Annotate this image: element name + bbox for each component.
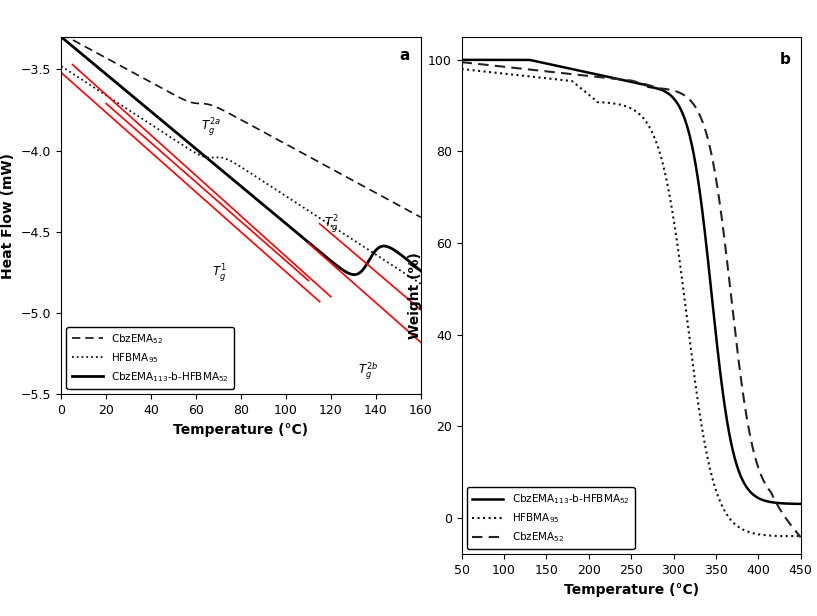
CbzEMA$_{52}$ bbox=[495, 63, 505, 70]
CbzEMA$_{113}$-b-HFBMA$_{52}$ bbox=[231, 179, 241, 186]
HFBMA$_{95}$ bbox=[74, 75, 84, 82]
HFBMA$_{95}$ bbox=[775, 532, 785, 540]
Legend: CbzEMA$_{52}$, HFBMA$_{95}$, CbzEMA$_{113}$-b-HFBMA$_{52}$: CbzEMA$_{52}$, HFBMA$_{95}$, CbzEMA$_{11… bbox=[66, 327, 234, 389]
HFBMA$_{95}$ bbox=[56, 62, 66, 70]
HFBMA$_{95}$ bbox=[416, 280, 426, 288]
CbzEMA$_{113}$-b-HFBMA$_{52}$ bbox=[495, 56, 505, 63]
CbzEMA$_{52}$ bbox=[405, 208, 415, 215]
HFBMA$_{95}$ bbox=[601, 99, 611, 107]
Line: HFBMA$_{95}$: HFBMA$_{95}$ bbox=[462, 69, 801, 536]
CbzEMA$_{52}$ bbox=[796, 533, 806, 541]
CbzEMA$_{52}$ bbox=[789, 525, 799, 533]
CbzEMA$_{113}$-b-HFBMA$_{52}$ bbox=[405, 259, 415, 266]
CbzEMA$_{52}$ bbox=[516, 65, 525, 72]
Line: CbzEMA$_{52}$: CbzEMA$_{52}$ bbox=[61, 34, 421, 217]
CbzEMA$_{52}$ bbox=[56, 30, 66, 38]
Text: $T_g^{2b}$: $T_g^{2b}$ bbox=[358, 361, 378, 383]
CbzEMA$_{52}$ bbox=[416, 214, 426, 221]
HFBMA$_{95}$ bbox=[587, 93, 596, 100]
CbzEMA$_{52}$ bbox=[221, 108, 231, 116]
CbzEMA$_{113}$-b-HFBMA$_{52}$ bbox=[339, 267, 349, 275]
Line: CbzEMA$_{113}$-b-HFBMA$_{52}$: CbzEMA$_{113}$-b-HFBMA$_{52}$ bbox=[462, 60, 801, 504]
CbzEMA$_{113}$-b-HFBMA$_{52}$ bbox=[796, 500, 806, 508]
Line: CbzEMA$_{52}$: CbzEMA$_{52}$ bbox=[462, 62, 801, 537]
HFBMA$_{95}$ bbox=[516, 71, 525, 79]
CbzEMA$_{52}$ bbox=[339, 172, 349, 179]
X-axis label: Temperature (°C): Temperature (°C) bbox=[564, 583, 699, 597]
CbzEMA$_{113}$-b-HFBMA$_{52}$ bbox=[350, 271, 359, 278]
HFBMA$_{95}$ bbox=[789, 532, 799, 540]
CbzEMA$_{113}$-b-HFBMA$_{52}$ bbox=[587, 70, 596, 77]
X-axis label: Temperature (°C): Temperature (°C) bbox=[173, 423, 309, 437]
Text: b: b bbox=[779, 52, 791, 68]
CbzEMA$_{52}$ bbox=[601, 74, 611, 81]
Line: CbzEMA$_{113}$-b-HFBMA$_{52}$: CbzEMA$_{113}$-b-HFBMA$_{52}$ bbox=[61, 37, 421, 275]
HFBMA$_{95}$ bbox=[221, 155, 231, 163]
CbzEMA$_{52}$ bbox=[231, 113, 241, 121]
CbzEMA$_{113}$-b-HFBMA$_{52}$ bbox=[601, 73, 611, 80]
CbzEMA$_{52}$ bbox=[405, 208, 415, 215]
CbzEMA$_{52}$ bbox=[752, 461, 762, 469]
Text: a: a bbox=[400, 47, 410, 63]
HFBMA$_{95}$ bbox=[405, 274, 415, 281]
Y-axis label: Heat Flow (mW): Heat Flow (mW) bbox=[2, 153, 16, 278]
Text: $T_g^{2}$: $T_g^{2}$ bbox=[324, 213, 338, 235]
CbzEMA$_{113}$-b-HFBMA$_{52}$ bbox=[516, 56, 525, 63]
CbzEMA$_{113}$-b-HFBMA$_{52}$ bbox=[405, 259, 415, 266]
HFBMA$_{95}$ bbox=[231, 160, 241, 168]
CbzEMA$_{113}$-b-HFBMA$_{52}$ bbox=[221, 171, 231, 178]
HFBMA$_{95}$ bbox=[457, 65, 467, 73]
CbzEMA$_{113}$-b-HFBMA$_{52}$ bbox=[416, 267, 426, 275]
CbzEMA$_{52}$ bbox=[457, 59, 467, 66]
CbzEMA$_{113}$-b-HFBMA$_{52}$ bbox=[752, 494, 762, 501]
CbzEMA$_{113}$-b-HFBMA$_{52}$ bbox=[457, 56, 467, 63]
Text: $T_g^{2a}$: $T_g^{2a}$ bbox=[200, 116, 221, 138]
HFBMA$_{95}$ bbox=[495, 70, 505, 77]
HFBMA$_{95}$ bbox=[752, 530, 762, 538]
Text: $T_g^{1}$: $T_g^{1}$ bbox=[212, 262, 226, 284]
Line: HFBMA$_{95}$: HFBMA$_{95}$ bbox=[61, 66, 421, 284]
CbzEMA$_{52}$ bbox=[587, 73, 596, 80]
Legend: CbzEMA$_{113}$-b-HFBMA$_{52}$, HFBMA$_{95}$, CbzEMA$_{52}$: CbzEMA$_{113}$-b-HFBMA$_{52}$, HFBMA$_{9… bbox=[467, 487, 635, 549]
HFBMA$_{95}$ bbox=[339, 230, 349, 238]
CbzEMA$_{113}$-b-HFBMA$_{52}$ bbox=[74, 49, 84, 56]
HFBMA$_{95}$ bbox=[796, 532, 806, 540]
CbzEMA$_{113}$-b-HFBMA$_{52}$ bbox=[789, 500, 799, 508]
HFBMA$_{95}$ bbox=[405, 274, 415, 281]
CbzEMA$_{113}$-b-HFBMA$_{52}$ bbox=[56, 33, 66, 41]
CbzEMA$_{52}$ bbox=[74, 40, 84, 47]
Y-axis label: Weight (%): Weight (%) bbox=[408, 252, 422, 339]
